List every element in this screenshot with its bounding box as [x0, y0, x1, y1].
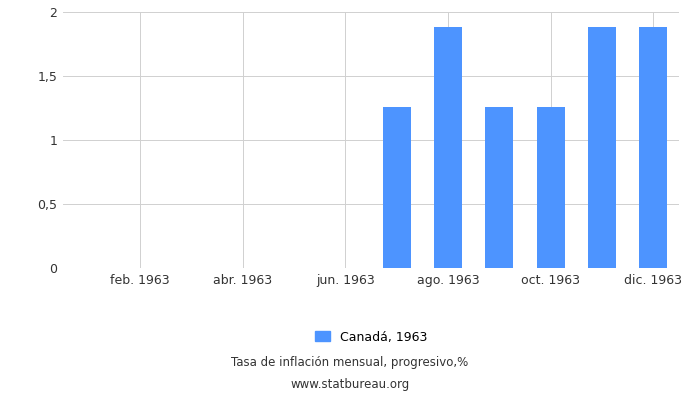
Text: Tasa de inflación mensual, progresivo,%: Tasa de inflación mensual, progresivo,%: [232, 356, 468, 369]
Bar: [434, 27, 462, 268]
Legend: Canadá, 1963: Canadá, 1963: [315, 330, 427, 344]
Bar: [588, 27, 616, 268]
Bar: [536, 107, 565, 268]
Text: www.statbureau.org: www.statbureau.org: [290, 378, 410, 391]
Bar: [485, 107, 513, 268]
Bar: [382, 107, 411, 268]
Bar: [639, 27, 667, 268]
